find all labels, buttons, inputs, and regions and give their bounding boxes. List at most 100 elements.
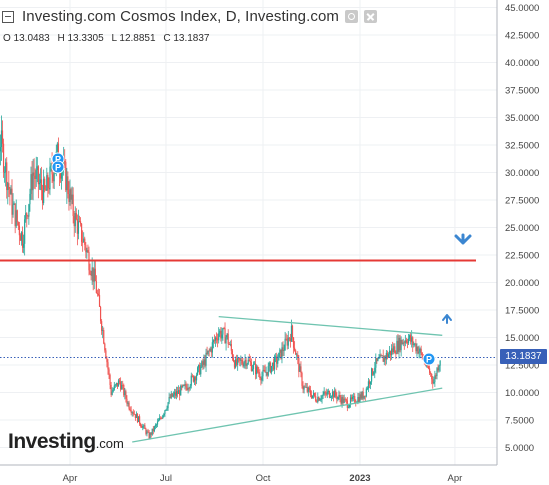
pivot-marker-icon[interactable]: P [51, 160, 65, 174]
candle-body [44, 178, 46, 190]
candle-body [438, 365, 440, 371]
candle-body [364, 395, 366, 397]
candle-body [209, 348, 211, 351]
candle-body [325, 393, 327, 395]
y-tick-label: 15.0000 [505, 333, 539, 344]
candle-body [328, 391, 331, 398]
candle-body [180, 385, 182, 396]
candle-body [178, 390, 180, 394]
candle-body [75, 213, 77, 220]
candle-body [5, 162, 7, 173]
candle-body [242, 363, 244, 367]
candle-body [381, 355, 383, 357]
candle-body [90, 273, 92, 276]
candle-body [97, 293, 100, 296]
candle-body [217, 339, 219, 341]
candle-body [112, 389, 114, 392]
candle-body [160, 417, 162, 419]
candle-body [65, 162, 67, 191]
candle-body [28, 204, 30, 217]
candle-body [229, 344, 231, 345]
candle-body [379, 354, 381, 359]
candle-body [15, 210, 17, 227]
candle-body [285, 338, 287, 340]
pivot-marker-icon[interactable]: P [422, 352, 436, 366]
candle-body [155, 424, 158, 426]
candle-body [118, 380, 121, 382]
candle-body [303, 386, 305, 390]
candle-body [212, 340, 215, 343]
candle-body [278, 352, 280, 361]
candle-body [137, 416, 140, 422]
candle-body [6, 162, 8, 191]
candle-body [385, 352, 387, 360]
y-tick-label: 7.5000 [505, 416, 534, 427]
candle-body [79, 221, 82, 224]
candle-body [439, 360, 441, 366]
candle-body [279, 349, 281, 353]
candle-body [372, 368, 374, 375]
candle-body [373, 372, 375, 375]
candle-body [71, 194, 73, 200]
ohlc-low: L 12.8851 [111, 33, 156, 44]
candle-body [391, 348, 393, 356]
candle-body [1, 130, 4, 144]
candle-body [298, 358, 300, 372]
y-tick-label: 37.5000 [505, 86, 539, 97]
collapse-icon[interactable] [2, 10, 14, 23]
candle-body [301, 372, 303, 386]
ohlc-readout: O 13.0483 H 13.3305 L 12.8851 C 13.1837 [3, 33, 215, 44]
candle-body [153, 426, 155, 432]
candle-body [210, 348, 212, 353]
candle-body [223, 328, 225, 330]
candle-body [60, 171, 63, 179]
candle-body [253, 363, 256, 365]
candle-body [270, 365, 273, 373]
candle-body [262, 369, 264, 377]
candle-body [349, 397, 352, 405]
candle-body [176, 391, 179, 394]
settings-icon[interactable] [345, 10, 359, 23]
close-icon[interactable] [364, 10, 378, 23]
candle-body [281, 347, 283, 359]
candle-body [168, 397, 170, 403]
candle-body [246, 363, 248, 366]
current-price-tag: 13.1837 [500, 349, 547, 364]
candle-body [396, 340, 398, 354]
candle-body [31, 174, 33, 191]
candle-body [340, 398, 342, 404]
candle-body [251, 369, 254, 371]
candle-body [412, 337, 414, 345]
candle-body [277, 360, 279, 364]
candle-body [104, 343, 106, 351]
candle-body [218, 333, 220, 341]
candle-body [193, 377, 196, 382]
candle-body [197, 367, 199, 375]
candle-body [199, 364, 201, 375]
candle-body [99, 306, 102, 322]
candle-body [201, 361, 203, 367]
candle-body [30, 174, 32, 194]
candle-body [433, 382, 435, 384]
x-tick-label: Apr [448, 473, 463, 484]
candles-layer [0, 115, 441, 440]
candle-body [86, 250, 88, 253]
candle-body [238, 357, 240, 359]
candle-body [224, 328, 226, 344]
candle-body [292, 337, 295, 348]
candle-body [305, 386, 307, 388]
candle-body [401, 339, 403, 345]
candle-body [38, 182, 41, 185]
candle-body [333, 391, 335, 398]
candle-body [366, 388, 368, 390]
candle-body [284, 338, 286, 351]
candle-body [110, 385, 112, 395]
candle-body [331, 391, 334, 397]
candle-body [189, 385, 191, 389]
candle-body [91, 267, 93, 276]
candle-body [289, 338, 291, 342]
candle-body [105, 350, 107, 359]
y-tick-label: 10.0000 [505, 388, 539, 399]
up-arrow-icon [442, 314, 452, 324]
